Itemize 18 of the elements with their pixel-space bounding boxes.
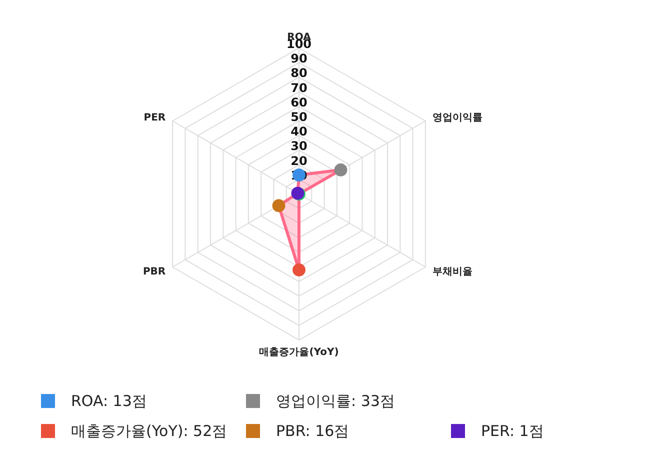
text: 영업이익률: 33점 — [276, 392, 395, 410]
spoke-label: PBR — [142, 266, 166, 278]
y-tick-label: 60 — [290, 95, 308, 110]
spoke-label: 부채비율 — [432, 266, 472, 278]
y-tick-label: 30 — [290, 139, 308, 154]
y-tick-label: 40 — [290, 124, 308, 139]
spoke-label: PER — [144, 112, 166, 124]
y-tick-label: 80 — [290, 66, 308, 80]
y-tick-label: 90 — [290, 52, 308, 66]
text: ROA: 13점 — [71, 392, 147, 410]
y-tick-label: 70 — [290, 80, 308, 95]
text: PBR: 16점 — [276, 422, 350, 440]
spoke-label: 영업이익률 — [432, 112, 482, 124]
text: 매출증가율(YoY): 52점 — [71, 422, 228, 440]
text: PER: 1점 — [481, 422, 544, 440]
y-tick-label: 50 — [290, 110, 308, 124]
y-tick-label: 20 — [290, 154, 308, 168]
spoke-label: 매출증가율(YoY) — [259, 347, 339, 358]
